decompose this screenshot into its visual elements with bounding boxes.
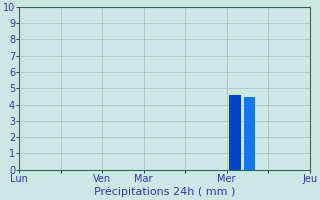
X-axis label: Précipitations 24h ( mm ): Précipitations 24h ( mm ) <box>94 187 235 197</box>
Bar <box>229 95 241 170</box>
Bar <box>244 97 255 170</box>
